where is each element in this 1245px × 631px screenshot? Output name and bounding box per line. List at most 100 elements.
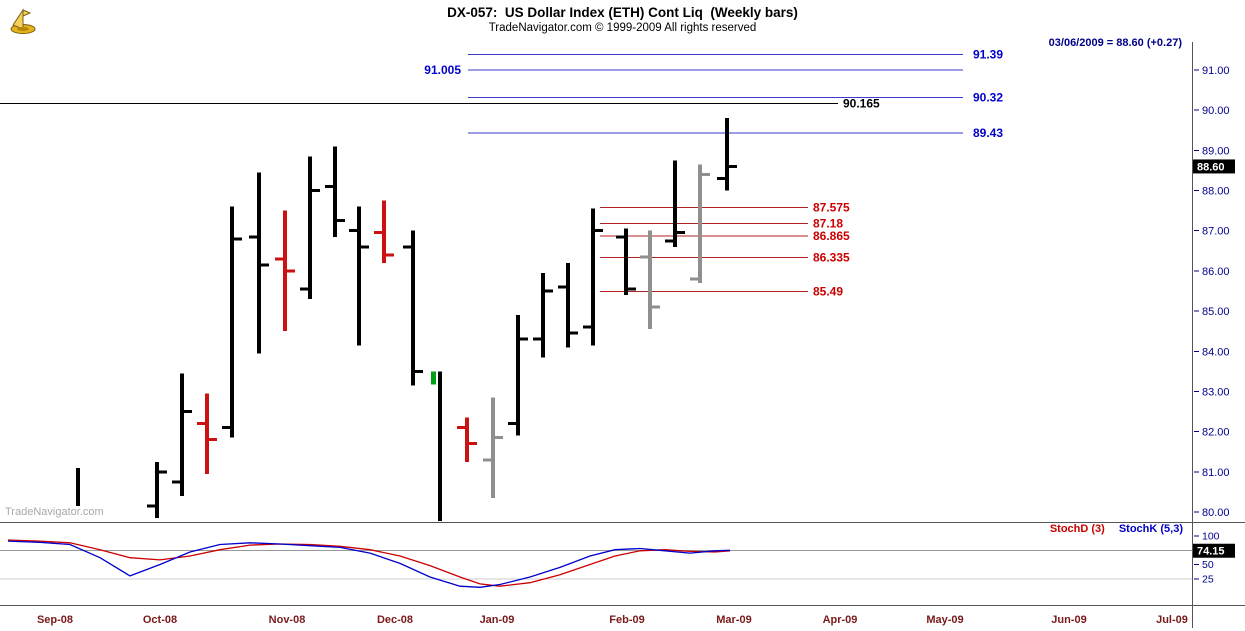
price-axis-label: 83.00 [1202,386,1230,398]
price-axis-label: 89.00 [1202,145,1230,157]
level-label-red: 86.865 [813,229,850,243]
stochk-line [7,540,731,588]
bar-open-tick [349,229,357,233]
ohlc-bar [230,206,234,438]
month-label: Jul-09 [1156,614,1188,626]
ohlc-bar [382,200,386,263]
ohlc-bar [648,230,652,330]
stochk-legend-label[interactable]: StochK (5,3) [1118,523,1183,535]
level-label-red: 87.18 [813,217,843,231]
price-axis-label: 87.00 [1202,226,1230,238]
level-label-blue: 90.32 [973,90,1003,104]
bar-close-tick [545,289,553,293]
last-price-badge-text: 88.60 [1197,161,1225,173]
bar-open-tick [197,422,205,426]
price-axis-label: 90.00 [1202,105,1230,117]
bar-close-tick [595,229,603,233]
month-label: May-09 [926,614,963,626]
bar-close-tick [702,172,710,176]
level-label-red: 87.575 [813,201,850,215]
month-label: Jun-09 [1051,614,1086,626]
price-axis-label: 88.00 [1202,186,1230,198]
month-label: Jan-09 [480,614,515,626]
ohlc-bar [333,146,337,237]
watermark-text: TradeNavigator.com [5,506,104,518]
tradenavigator-logo-icon[interactable] [8,3,38,40]
bar-close-tick [312,189,320,193]
bar-close-tick [337,219,345,223]
bar-open-tick [325,185,333,189]
stoch-value-badge-text: 74.15 [1197,546,1225,558]
bar-open-tick [374,231,382,235]
chart-header: DX-057: US Dollar Index (ETH) Cont Liq (… [0,0,1245,34]
bar-open-tick [483,458,491,462]
last-quote-readout: 03/06/2009 = 88.60 (+0.27) [1048,37,1182,49]
price-axis-label: 80.00 [1202,507,1230,519]
copyright-subtitle: TradeNavigator.com © 1999-2009 All right… [488,22,757,34]
ohlc-bar [624,228,628,296]
bar-close-tick [628,287,636,291]
level-label-red: 85.49 [813,284,843,298]
price-axis-label: 81.00 [1202,467,1230,479]
ohlc-bar [725,118,729,191]
ohlc-bar [155,461,159,519]
bar-open-tick [222,426,230,430]
ohlc-bar [541,272,545,358]
bar-close-tick [261,263,269,267]
bar-close-tick [469,442,477,446]
bar-open-tick [457,426,465,430]
stoch-axis-label: 25 [1202,573,1214,585]
bar-open-tick [300,287,308,291]
bar-open-tick [616,235,624,239]
ohlc-bar [180,373,184,496]
bar-open-tick [533,337,541,341]
bar-open-tick [558,285,566,289]
bar-open-tick [508,422,516,426]
ohlc-bar [411,230,415,386]
stochd-legend-label[interactable]: StochD (3) [1049,523,1105,535]
bar-open-tick [717,177,725,181]
price-axis-label: 82.00 [1202,427,1230,439]
level-label-blue: 91.39 [973,47,1003,61]
ohlc-bar [205,393,209,474]
sundial-logo-graphic [10,8,36,34]
bar-green-open-mark [431,371,436,385]
price-axis-label: 91.00 [1202,65,1230,77]
ohlc-bar [566,262,570,348]
stoch-legend: StochD (3) StochK (5,3) [1050,523,1183,535]
bar-open-tick [583,325,591,329]
price-axis-label: 84.00 [1202,346,1230,358]
bar-close-tick [677,231,685,235]
bar-close-tick [386,253,394,257]
month-label: Sep-08 [37,614,73,626]
stoch-value-badge [1193,543,1235,558]
bar-open-tick [172,480,180,484]
price-axis-label: 85.00 [1202,306,1230,318]
month-label: Nov-08 [269,614,306,626]
bar-close-tick [159,470,167,474]
ohlc-bar [357,206,361,346]
bar-close-tick [415,369,423,373]
bar-close-tick [495,436,503,440]
level-label-red: 86.335 [813,250,850,264]
ohlc-bar [491,397,495,498]
bar-close-tick [520,337,528,341]
bar-close-tick [729,164,737,168]
bar-open-tick [665,239,673,243]
ohlc-bar [283,210,287,332]
bar-close-tick [287,269,295,273]
bar-open-tick [147,504,155,508]
ohlc-bar [698,164,702,283]
stoch-axis-label: 100 [1202,531,1220,543]
bar-close-tick [234,237,242,241]
ohlc-bar [465,417,469,462]
ohlc-bar [673,160,677,247]
bar-open-tick [640,255,648,259]
month-label: Mar-09 [716,614,751,626]
last-price-badge [1193,159,1235,174]
ohlc-bar [308,156,312,300]
month-label: Apr-09 [823,614,858,626]
month-label: Oct-08 [143,614,177,626]
